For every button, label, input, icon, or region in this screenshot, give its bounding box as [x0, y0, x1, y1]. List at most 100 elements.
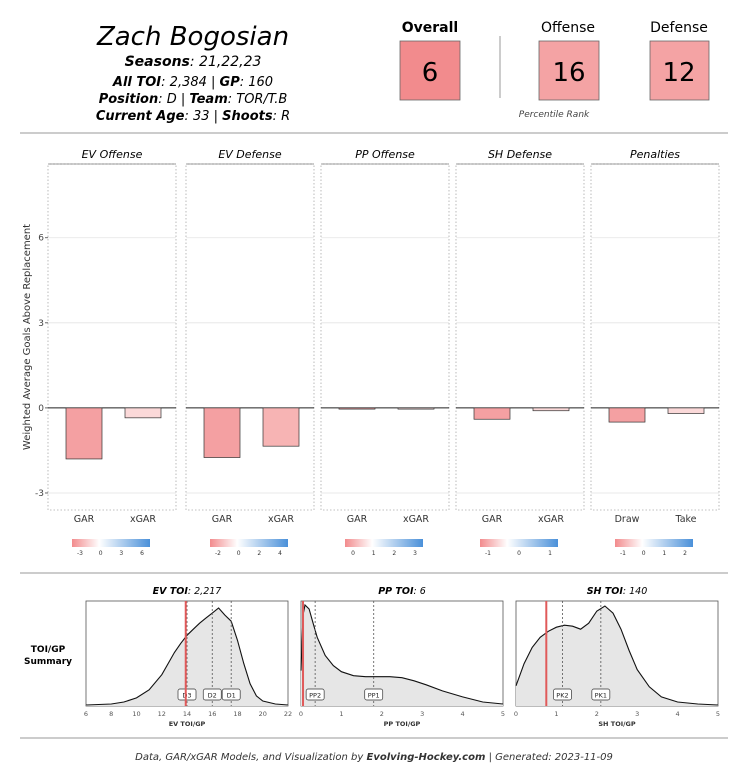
legend-tick-label: 3	[119, 550, 123, 557]
toi-x-tick-label: 1	[339, 710, 343, 718]
defense-label: Defense	[650, 20, 708, 36]
toi-title-label: SH TOI	[587, 586, 624, 597]
toi-x-tick-label: 5	[501, 710, 505, 718]
marker-label-pk2: PK2	[556, 692, 568, 700]
gar-panel-ev-defense: EV Defense GAR xGAR -2 0 2 4	[185, 148, 315, 557]
marker-label-pk1: PK1	[595, 692, 607, 700]
toi-title-value: 2,217	[194, 586, 221, 597]
bar-gar	[473, 407, 511, 420]
panel-frame	[47, 163, 177, 511]
toi-x-tick-label: 6	[84, 710, 88, 718]
y-tick-label: 3	[38, 319, 44, 329]
panel-frame	[320, 163, 450, 511]
gp-value: 160	[248, 75, 273, 90]
marker-box-d1	[221, 688, 241, 701]
team-label: Team	[189, 92, 227, 107]
toi-x-tick-label: 18	[233, 710, 241, 718]
legend-tick-label: 0	[237, 550, 241, 557]
x-tick-label-xgar: xGAR	[403, 514, 429, 525]
y-tick-label: 6	[38, 234, 44, 244]
legend-tick-label: -2	[215, 550, 221, 557]
toi-x-axis-label: EV TOI/GP	[169, 720, 206, 728]
legend-tick-label: 4	[278, 550, 282, 557]
seasons-value: 21,22,23	[199, 54, 261, 70]
marker-box-d3	[177, 688, 197, 701]
bar-xgar	[262, 407, 300, 447]
overall-rank-value: 6	[422, 58, 439, 88]
toi-title-value: 6	[420, 586, 426, 597]
team-value: TOR/T.B	[236, 92, 287, 107]
gar-panel-ev-offense: EV Offense GAR xGAR -3 0 3 6	[47, 148, 177, 557]
bar-draw	[608, 407, 646, 423]
toi-title-colon: :	[414, 586, 420, 597]
legend-tick-label: 3	[413, 550, 417, 557]
x-tick-label-draw: Draw	[615, 514, 640, 525]
x-tick-label-xgar: xGAR	[130, 514, 156, 525]
panel-title-ev-offense: EV Offense	[82, 148, 143, 161]
x-tick-label-gar: GAR	[482, 514, 503, 525]
panel-frame	[185, 163, 315, 511]
toi-x-tick-label: 14	[183, 710, 191, 718]
density-curve	[85, 607, 289, 706]
marker-box-pp1	[364, 688, 384, 701]
offense-rank-box	[538, 40, 600, 101]
gp-label: GP	[220, 75, 241, 90]
marker-label-pp1: PP1	[368, 692, 380, 700]
legend-tick-label: 0	[351, 550, 355, 557]
toi-x-tick-label: 10	[132, 710, 140, 718]
player-name: Zach Bogosian	[96, 22, 289, 52]
legend-tick-label: -1	[620, 550, 626, 557]
toi-title-label: PP TOI	[378, 586, 414, 597]
legend-tick-label: 1	[548, 550, 552, 557]
legend-tick-label: 1	[662, 550, 666, 557]
defense-rank-value: 12	[662, 58, 695, 88]
age-value: 33	[193, 109, 210, 124]
toi-row-label-1: TOI/GP	[31, 645, 66, 655]
legend-tick-label: -3	[77, 550, 83, 557]
player-header: Zach Bogosian Seasons: 21,22,23 All TOI:…	[96, 22, 290, 124]
toi-panel-ev-toi: EV TOI: 2,217 D3 D2 D1 6 8 10 12 14 16 18 20 22 EV TO…	[84, 586, 292, 728]
offense-label: Offense	[541, 20, 595, 36]
legend-tick-label: 0	[642, 550, 646, 557]
toi-x-tick-label: 0	[299, 710, 303, 718]
position-value: D	[167, 92, 177, 107]
panel-title-ev-defense: EV Defense	[218, 148, 282, 161]
marker-box-pk2	[553, 688, 572, 701]
x-tick-label-gar: GAR	[74, 514, 95, 525]
toi-panel-title: EV TOI: 2,217	[153, 586, 222, 597]
position-label: Position	[99, 92, 159, 107]
footer-site: Evolving-Hockey.com	[367, 752, 486, 763]
shoots-value: R	[281, 109, 290, 124]
gar-panel-pp-offense: PP Offense GAR xGAR 0 1 2 3	[320, 148, 450, 557]
gar-panel-sh-defense: SH Defense GAR xGAR -1 0 1	[455, 148, 585, 557]
legend-tick-label: 2	[257, 550, 261, 557]
legend-tick-label: -1	[485, 550, 491, 557]
y-tick-label: 0	[38, 404, 44, 414]
footer-generated: Generated: 2023-11-09	[495, 752, 613, 763]
bar-gar	[65, 407, 103, 460]
toi-x-tick-label: 16	[208, 710, 216, 718]
legend-tick-label: 6	[140, 550, 144, 557]
footer-separator: |	[489, 752, 492, 763]
toi-row-label-2: Summary	[24, 657, 72, 667]
legend-tick-label: 2	[683, 550, 687, 557]
density-area	[301, 605, 503, 706]
age-shoots-line: Current Age: 33 | Shoots: R	[96, 109, 290, 124]
x-tick-label-xgar: xGAR	[538, 514, 564, 525]
defense-rank-box	[649, 40, 710, 101]
percentile-caption: Percentile Rank	[519, 110, 590, 120]
y-tick-label: -3	[35, 489, 44, 499]
bar-xgar	[532, 407, 570, 412]
x-tick-label-gar: GAR	[212, 514, 233, 525]
seasons-label: Seasons	[125, 54, 190, 70]
overall-label: Overall	[402, 20, 458, 36]
toi-x-axis-label: SH TOI/GP	[598, 720, 635, 728]
marker-box-d2	[202, 688, 222, 701]
marker-label-pp2: PP2	[309, 692, 321, 700]
toi-x-tick-label: 8	[109, 710, 113, 718]
toi-x-tick-label: 3	[635, 710, 639, 718]
toi-x-tick-label: 20	[259, 710, 267, 718]
toi-x-tick-label: 2	[380, 710, 384, 718]
marker-label-d3: D3	[182, 692, 191, 700]
